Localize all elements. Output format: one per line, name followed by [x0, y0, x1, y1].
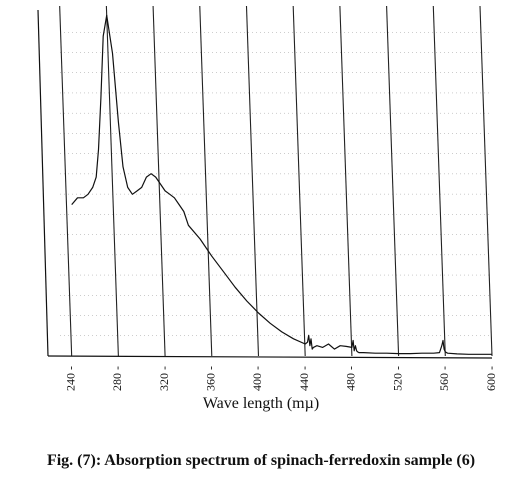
chart-svg: 240 - 280 - 320 - 360 - 400 - 440 - 480 - 520 -…	[37, 5, 498, 391]
x-tick-label: 440 -	[297, 366, 311, 391]
x-tick-label: 400 -	[250, 366, 264, 391]
v-grid-line	[339, 5, 353, 357]
y-axis-line	[37, 9, 49, 357]
x-tick-label: 280 -	[110, 366, 124, 391]
absorbance-curve	[71, 14, 492, 355]
axis-layer	[37, 9, 493, 359]
x-tick-label: 360 -	[204, 366, 218, 391]
x-tick-label: 240 -	[63, 366, 77, 391]
v-grid-line	[386, 5, 400, 357]
v-grid-line	[292, 5, 306, 357]
figure-caption: Fig. (7): Absorption spectrum of spinach…	[46, 452, 476, 469]
v-grid-line	[479, 5, 493, 357]
v-grid-line	[245, 5, 260, 357]
x-tick-label: 600 -	[484, 366, 498, 391]
series-layer	[71, 14, 492, 355]
x-tick-label: 480 -	[344, 366, 358, 391]
x-axis-title: Wave length (mµ)	[202, 395, 320, 412]
v-grid-line	[199, 5, 213, 357]
x-tick-label: 320 -	[157, 366, 171, 391]
v-grid-line	[105, 5, 119, 357]
x-tick-label: 520 -	[390, 366, 404, 391]
v-grid-line	[432, 5, 446, 357]
x-axis-line	[47, 355, 493, 359]
x-tick-label: 560 -	[437, 366, 451, 391]
chart-area: 240 - 280 - 320 - 360 - 400 - 440 - 480 - 520 -…	[37, 5, 498, 391]
tick-label-layer: 240 - 280 - 320 - 360 - 400 - 440 - 480 - 520 -…	[63, 366, 497, 391]
v-grid-line	[59, 5, 73, 357]
grid-layer	[59, 5, 493, 357]
